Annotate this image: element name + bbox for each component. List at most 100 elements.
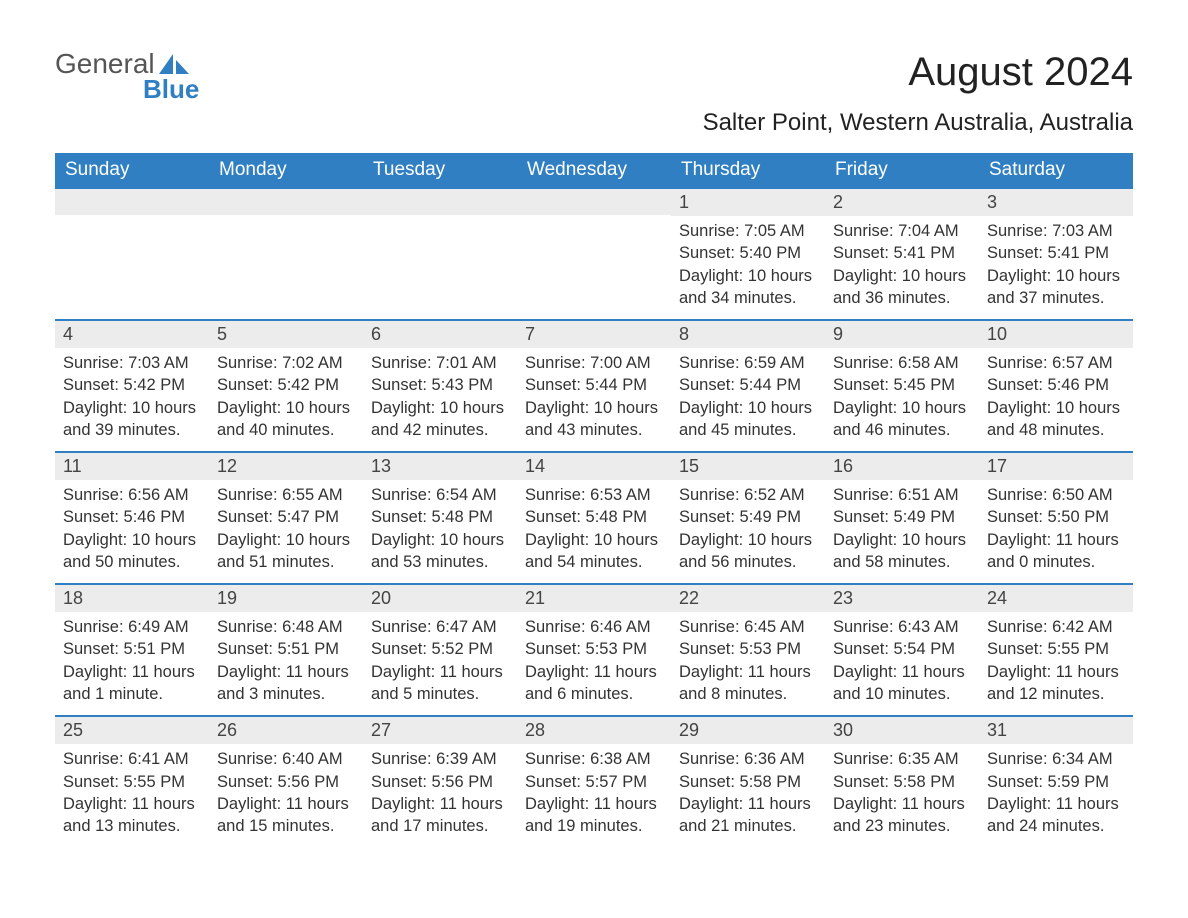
day-number: 8 — [671, 321, 825, 348]
sunset-line: Sunset: 5:41 PM — [987, 242, 1125, 264]
dow-header: Saturday — [979, 153, 1133, 187]
daylight-line: Daylight: 10 hours and 39 minutes. — [63, 397, 201, 442]
calendar-cell: 10Sunrise: 6:57 AMSunset: 5:46 PMDayligh… — [979, 319, 1133, 451]
sunrise-line: Sunrise: 6:56 AM — [63, 484, 201, 506]
calendar-cell: 11Sunrise: 6:56 AMSunset: 5:46 PMDayligh… — [55, 451, 209, 583]
day-info: Sunrise: 6:45 AMSunset: 5:53 PMDaylight:… — [671, 612, 825, 705]
logo: General Blue — [55, 50, 199, 102]
logo-text-blue: Blue — [55, 76, 199, 102]
daylight-line: Daylight: 10 hours and 36 minutes. — [833, 265, 971, 310]
daylight-line: Daylight: 10 hours and 34 minutes. — [679, 265, 817, 310]
daylight-line: Daylight: 11 hours and 17 minutes. — [371, 793, 509, 838]
daynum-bar — [209, 189, 363, 215]
calendar-cell: 2 Sunrise: 7:04 AMSunset: 5:41 PMDaylight… — [825, 187, 979, 319]
sunset-line: Sunset: 5:41 PM — [833, 242, 971, 264]
daylight-line: Daylight: 11 hours and 3 minutes. — [217, 661, 355, 706]
sunset-line: Sunset: 5:44 PM — [679, 374, 817, 396]
sunrise-line: Sunrise: 6:41 AM — [63, 748, 201, 770]
daylight-line: Daylight: 11 hours and 15 minutes. — [217, 793, 355, 838]
calendar-cell: 3Sunrise: 7:03 AMSunset: 5:41 PMDaylight… — [979, 187, 1133, 319]
daylight-line: Daylight: 11 hours and 23 minutes. — [833, 793, 971, 838]
day-number: 20 — [363, 585, 517, 612]
sunset-line: Sunset: 5:58 PM — [833, 771, 971, 793]
calendar-cell: 17Sunrise: 6:50 AMSunset: 5:50 PMDayligh… — [979, 451, 1133, 583]
day-info: Sunrise: 7:00 AMSunset: 5:44 PMDaylight:… — [517, 348, 671, 441]
day-info: Sunrise: 6:53 AMSunset: 5:48 PMDaylight:… — [517, 480, 671, 573]
calendar-cell-empty — [517, 187, 671, 319]
daylight-line: Daylight: 11 hours and 10 minutes. — [833, 661, 971, 706]
day-info: Sunrise: 6:34 AMSunset: 5:59 PMDaylight:… — [979, 744, 1133, 837]
sunrise-line: Sunrise: 6:40 AM — [217, 748, 355, 770]
sunset-line: Sunset: 5:58 PM — [679, 771, 817, 793]
sunset-line: Sunset: 5:50 PM — [987, 506, 1125, 528]
day-number: 30 — [825, 717, 979, 744]
sunrise-line: Sunrise: 7:05 AM — [679, 220, 817, 242]
daylight-line: Daylight: 11 hours and 19 minutes. — [525, 793, 663, 838]
day-number: 6 — [363, 321, 517, 348]
sunrise-line: Sunrise: 6:51 AM — [833, 484, 971, 506]
day-info: Sunrise: 7:03 AMSunset: 5:41 PMDaylight:… — [979, 216, 1133, 309]
sunset-line: Sunset: 5:47 PM — [217, 506, 355, 528]
day-number: 25 — [55, 717, 209, 744]
day-number: 12 — [209, 453, 363, 480]
day-info: Sunrise: 6:51 AMSunset: 5:49 PMDaylight:… — [825, 480, 979, 573]
daylight-line: Daylight: 10 hours and 45 minutes. — [679, 397, 817, 442]
dow-header: Friday — [825, 153, 979, 187]
sunrise-line: Sunrise: 6:48 AM — [217, 616, 355, 638]
sunset-line: Sunset: 5:40 PM — [679, 242, 817, 264]
day-info: Sunrise: 6:55 AMSunset: 5:47 PMDaylight:… — [209, 480, 363, 573]
calendar-cell: 21Sunrise: 6:46 AMSunset: 5:53 PMDayligh… — [517, 583, 671, 715]
sunrise-line: Sunrise: 6:53 AM — [525, 484, 663, 506]
calendar-cell-empty — [209, 187, 363, 319]
daynum-bar — [517, 189, 671, 215]
day-number: 2 — [825, 189, 979, 216]
day-info: Sunrise: 7:01 AMSunset: 5:43 PMDaylight:… — [363, 348, 517, 441]
sunrise-line: Sunrise: 6:59 AM — [679, 352, 817, 374]
daylight-line: Daylight: 10 hours and 51 minutes. — [217, 529, 355, 574]
day-info: Sunrise: 6:54 AMSunset: 5:48 PMDaylight:… — [363, 480, 517, 573]
sunset-line: Sunset: 5:51 PM — [63, 638, 201, 660]
daylight-line: Daylight: 10 hours and 48 minutes. — [987, 397, 1125, 442]
sunrise-line: Sunrise: 7:00 AM — [525, 352, 663, 374]
sunrise-line: Sunrise: 7:03 AM — [987, 220, 1125, 242]
day-info: Sunrise: 6:58 AMSunset: 5:45 PMDaylight:… — [825, 348, 979, 441]
day-info: Sunrise: 6:52 AMSunset: 5:49 PMDaylight:… — [671, 480, 825, 573]
day-number: 15 — [671, 453, 825, 480]
calendar-cell-empty — [55, 187, 209, 319]
sunrise-line: Sunrise: 7:01 AM — [371, 352, 509, 374]
daylight-line: Daylight: 11 hours and 1 minute. — [63, 661, 201, 706]
sunrise-line: Sunrise: 6:52 AM — [679, 484, 817, 506]
daylight-line: Daylight: 10 hours and 43 minutes. — [525, 397, 663, 442]
sunset-line: Sunset: 5:42 PM — [63, 374, 201, 396]
day-number: 5 — [209, 321, 363, 348]
day-info: Sunrise: 6:56 AMSunset: 5:46 PMDaylight:… — [55, 480, 209, 573]
sunrise-line: Sunrise: 6:57 AM — [987, 352, 1125, 374]
calendar-cell: 29Sunrise: 6:36 AMSunset: 5:58 PMDayligh… — [671, 715, 825, 847]
calendar-cell: 16Sunrise: 6:51 AMSunset: 5:49 PMDayligh… — [825, 451, 979, 583]
location-subtitle: Salter Point, Western Australia, Austral… — [703, 109, 1133, 137]
sunrise-line: Sunrise: 6:39 AM — [371, 748, 509, 770]
day-info: Sunrise: 6:50 AMSunset: 5:50 PMDaylight:… — [979, 480, 1133, 573]
day-info: Sunrise: 6:40 AMSunset: 5:56 PMDaylight:… — [209, 744, 363, 837]
daylight-line: Daylight: 10 hours and 54 minutes. — [525, 529, 663, 574]
sunset-line: Sunset: 5:56 PM — [217, 771, 355, 793]
sunrise-line: Sunrise: 6:45 AM — [679, 616, 817, 638]
sunrise-line: Sunrise: 6:38 AM — [525, 748, 663, 770]
calendar-cell: 12Sunrise: 6:55 AMSunset: 5:47 PMDayligh… — [209, 451, 363, 583]
day-info: Sunrise: 6:35 AMSunset: 5:58 PMDaylight:… — [825, 744, 979, 837]
sunset-line: Sunset: 5:51 PM — [217, 638, 355, 660]
calendar-cell: 13Sunrise: 6:54 AMSunset: 5:48 PMDayligh… — [363, 451, 517, 583]
calendar-cell: 4Sunrise: 7:03 AMSunset: 5:42 PMDaylight… — [55, 319, 209, 451]
daylight-line: Daylight: 11 hours and 8 minutes. — [679, 661, 817, 706]
sunset-line: Sunset: 5:46 PM — [987, 374, 1125, 396]
sunrise-line: Sunrise: 7:04 AM — [833, 220, 971, 242]
day-number: 28 — [517, 717, 671, 744]
day-info: Sunrise: 6:43 AMSunset: 5:54 PMDaylight:… — [825, 612, 979, 705]
sunrise-line: Sunrise: 6:36 AM — [679, 748, 817, 770]
sunset-line: Sunset: 5:42 PM — [217, 374, 355, 396]
sunrise-line: Sunrise: 6:54 AM — [371, 484, 509, 506]
daylight-line: Daylight: 11 hours and 12 minutes. — [987, 661, 1125, 706]
day-info: Sunrise: 6:59 AMSunset: 5:44 PMDaylight:… — [671, 348, 825, 441]
daylight-line: Daylight: 11 hours and 6 minutes. — [525, 661, 663, 706]
calendar-cell: 27Sunrise: 6:39 AMSunset: 5:56 PMDayligh… — [363, 715, 517, 847]
